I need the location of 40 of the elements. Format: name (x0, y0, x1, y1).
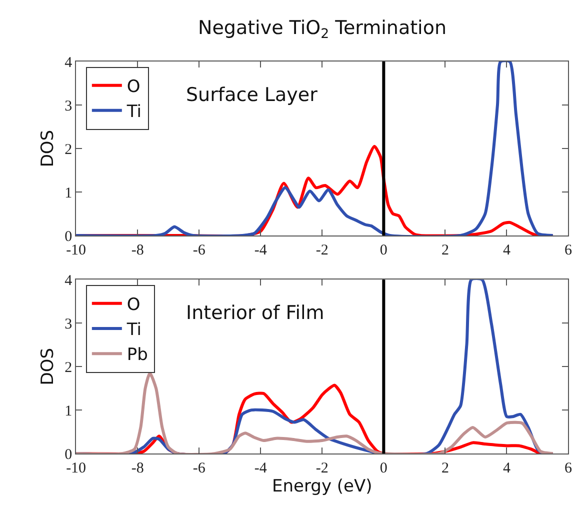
legend-label: O (126, 295, 140, 315)
x-tick-label: -8 (131, 242, 144, 258)
y-tick-label: 3 (64, 98, 72, 114)
x-tick-label: -10 (66, 460, 86, 477)
x-tick-label: -10 (66, 242, 86, 258)
chart-title: Negative TiO$_{2}$ Termination (198, 17, 446, 42)
y-tick-label: 1 (64, 403, 72, 420)
legend-label: O (126, 76, 140, 97)
x-tick-label: -8 (131, 460, 144, 477)
y-tick-label: 4 (64, 54, 73, 71)
x-tick-label: -6 (192, 460, 206, 477)
x-tick-label: 4 (502, 242, 511, 258)
legend-label: Ti (126, 102, 142, 122)
y-tick-label: 4 (64, 272, 73, 289)
x-tick-label: 2 (441, 460, 449, 477)
y-tick-label: 0 (64, 228, 72, 245)
x-axis-title: Energy (eV) (272, 476, 372, 497)
y-axis-title: DOS (38, 130, 58, 168)
y-tick-label: 0 (64, 446, 72, 463)
line-series (76, 62, 554, 236)
x-tick-label: 6 (564, 242, 572, 258)
y-axis-title: DOS (38, 348, 58, 386)
x-tick-label: 0 (380, 460, 388, 477)
x-tick-label: 0 (380, 242, 388, 258)
x-tick-label: -4 (254, 460, 268, 477)
x-tick-label: 4 (502, 460, 511, 477)
annotation: Interior of Film (186, 302, 324, 324)
x-tick-label: -4 (254, 242, 268, 258)
y-tick-label: 3 (64, 316, 72, 332)
legend-label: Ti (126, 320, 142, 340)
x-tick-label: -2 (316, 460, 328, 477)
y-tick-label: 2 (64, 360, 72, 376)
x-tick-label: -2 (316, 242, 328, 258)
x-tick-label: 2 (441, 242, 449, 258)
x-tick-label: -6 (192, 242, 206, 258)
x-tick-label: 6 (564, 460, 572, 477)
annotation: Surface Layer (186, 84, 318, 106)
y-tick-label: 1 (64, 185, 72, 202)
y-tick-label: 2 (64, 142, 72, 158)
legend-label: Pb (126, 345, 148, 366)
